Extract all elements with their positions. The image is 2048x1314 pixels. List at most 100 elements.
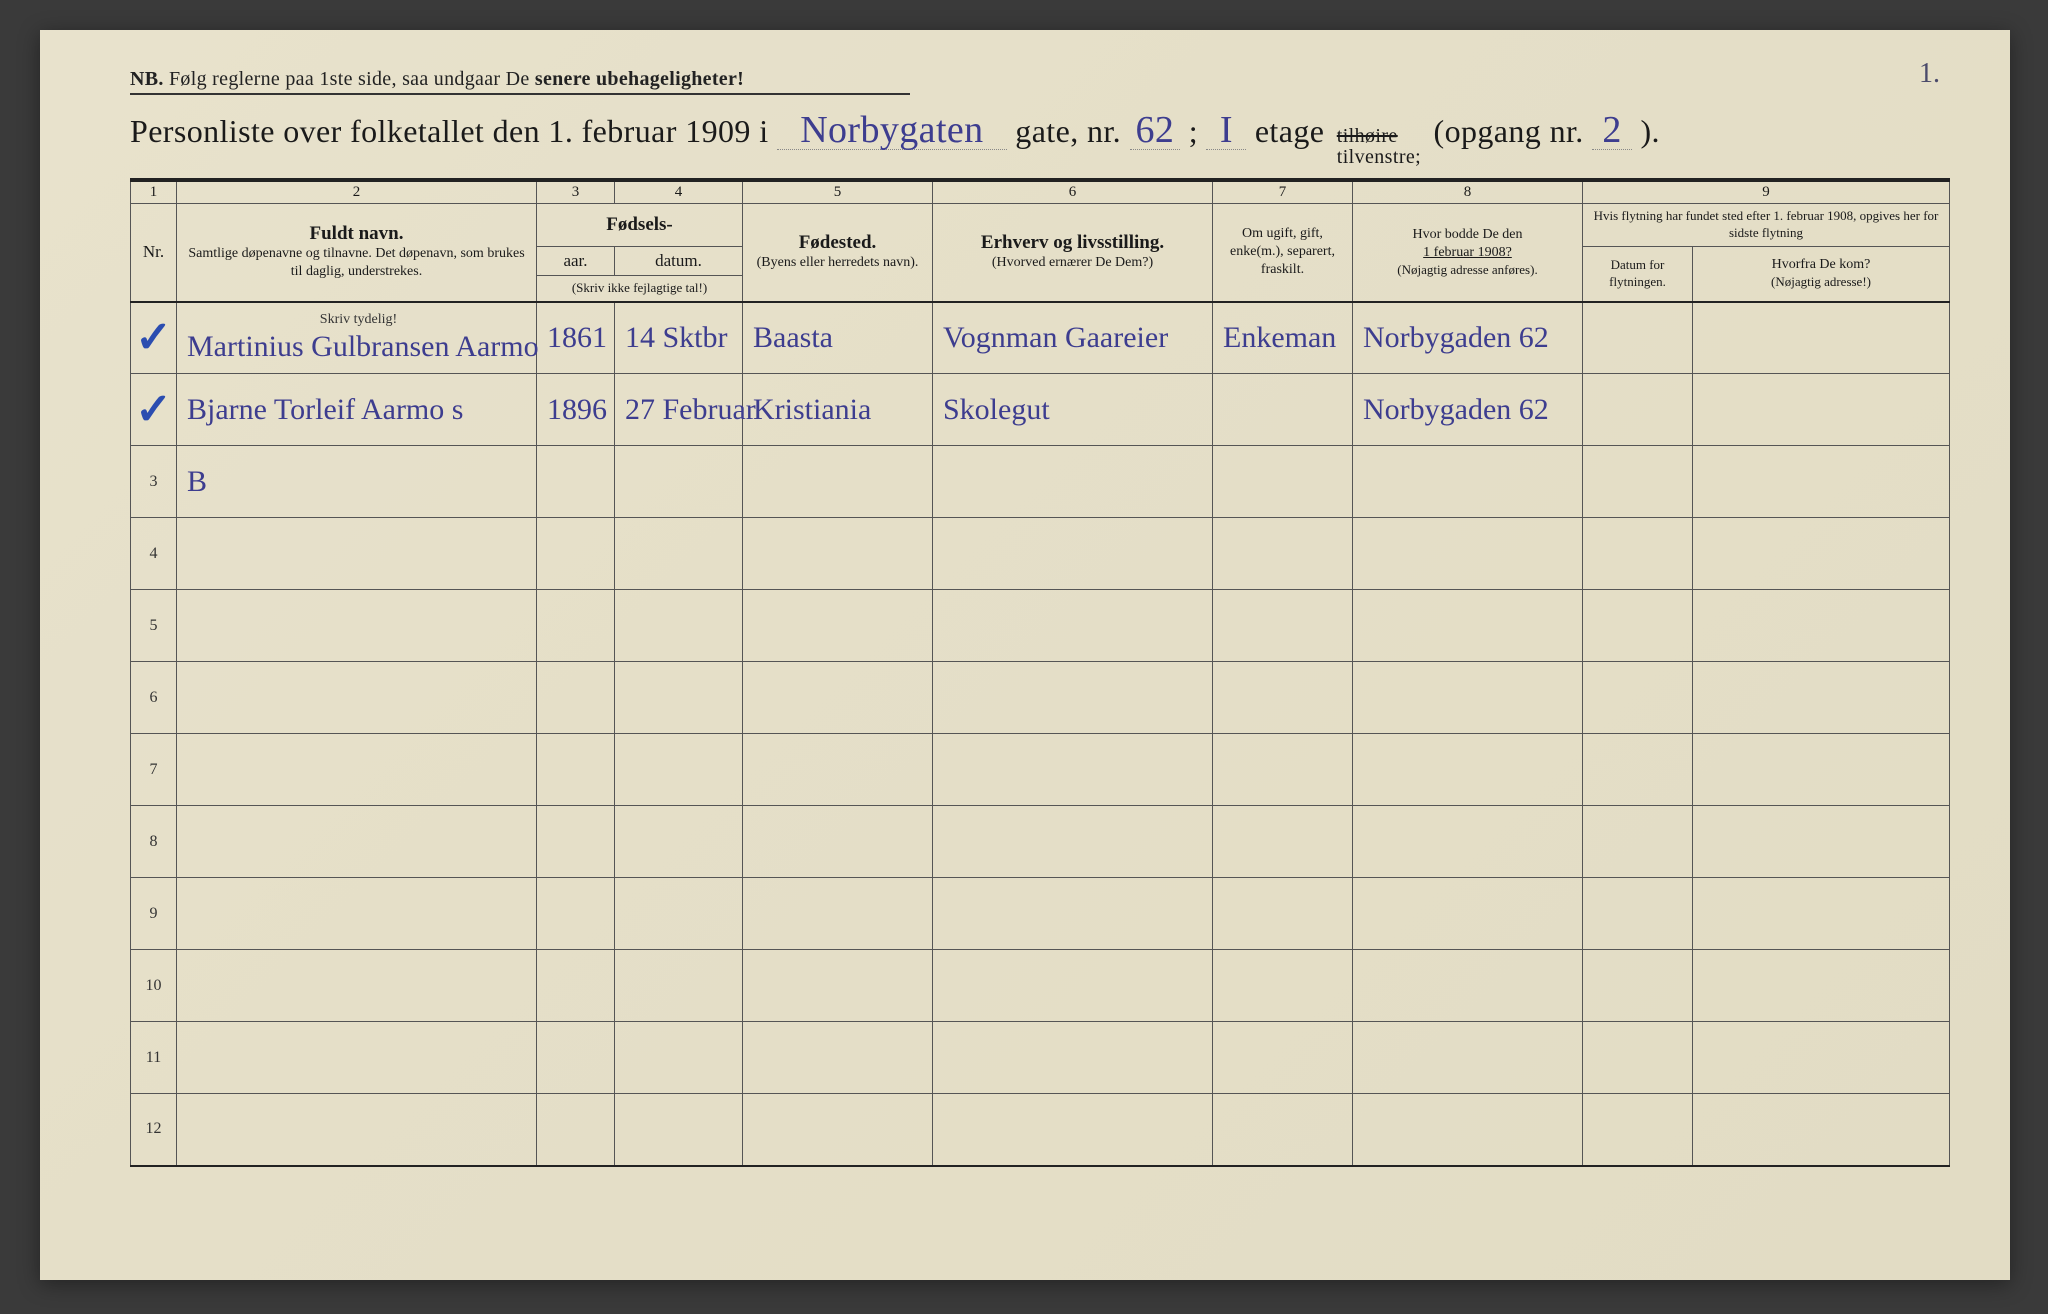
- cell-birthplace: [743, 1022, 933, 1094]
- cell-date: [615, 662, 743, 734]
- cell-marital: [1213, 806, 1353, 878]
- colnum-1: 1: [131, 181, 177, 204]
- cell-occupation: [933, 1094, 1213, 1166]
- title-part3: etage: [1255, 113, 1325, 150]
- cell-move-from: [1693, 518, 1950, 590]
- cell-name: [177, 590, 537, 662]
- colnum-4: 4: [615, 181, 743, 204]
- cell-move-from: [1693, 590, 1950, 662]
- table-header: 1 2 3 4 5 6 7 8 9 Nr. Fuldt navn. Samtli…: [131, 181, 1950, 302]
- h-fodsels-label: Fødsels-: [606, 214, 673, 235]
- row-number: 12: [131, 1094, 177, 1166]
- table-row: 6: [131, 662, 1950, 734]
- colnum-9: 9: [1583, 181, 1950, 204]
- cell-year: [537, 878, 615, 950]
- title-part4: (opgang nr.: [1434, 113, 1584, 150]
- h-erhverv-main: Erhverv og livsstilling.: [939, 232, 1206, 254]
- row-number: 8: [131, 806, 177, 878]
- cell-date: [615, 950, 743, 1022]
- cell-marital: Enkeman: [1213, 302, 1353, 374]
- row-number: 3: [131, 446, 177, 518]
- table-row: 12: [131, 1094, 1950, 1166]
- nb-text-bold: senere ubehageligheter!: [535, 68, 744, 90]
- cell-occupation: [933, 590, 1213, 662]
- cell-year: [537, 806, 615, 878]
- tilhoire: tilhøire: [1337, 126, 1421, 147]
- cell-date: [615, 1094, 743, 1166]
- table-row: 5: [131, 590, 1950, 662]
- cell-move-from: [1693, 446, 1950, 518]
- cell-birthplace: [743, 662, 933, 734]
- side-stack: tilhøire tilvenstre;: [1337, 126, 1421, 168]
- title-semi1: ;: [1189, 113, 1198, 150]
- cell-occupation: [933, 950, 1213, 1022]
- cell-name: B: [177, 446, 537, 518]
- cell-marital: [1213, 878, 1353, 950]
- cell-birthplace: Kristiania: [743, 374, 933, 446]
- nb-prefix: NB.: [130, 68, 164, 90]
- cell-marital: [1213, 734, 1353, 806]
- row-number: 11: [131, 1022, 177, 1094]
- cell-move-date: [1583, 590, 1693, 662]
- cell-move-from: [1693, 302, 1950, 374]
- table-row: 4: [131, 518, 1950, 590]
- cell-marital: [1213, 662, 1353, 734]
- opgang-fill: 2: [1592, 111, 1632, 150]
- cell-name: [177, 1022, 537, 1094]
- cell-addr1908: [1353, 1022, 1583, 1094]
- cell-birthplace: Baasta: [743, 302, 933, 374]
- cell-year: 1896: [537, 374, 615, 446]
- cell-occupation: [933, 518, 1213, 590]
- name-value: Martinius Gulbransen Aarmo: [187, 330, 539, 363]
- row-number: 5: [131, 590, 177, 662]
- colnum-3: 3: [537, 181, 615, 204]
- row-number: 7: [131, 734, 177, 806]
- h-addr-sub: (Nøjagtig adresse anføres).: [1359, 262, 1576, 279]
- cell-marital: [1213, 1022, 1353, 1094]
- cell-birthplace: [743, 446, 933, 518]
- colnum-8: 8: [1353, 181, 1583, 204]
- h-name-sub: Samtlige døpenavne og tilnavne. Det døpe…: [183, 245, 530, 281]
- table-row: ✓ Skriv tydelig! Martinius Gulbransen Aa…: [131, 302, 1950, 374]
- cell-move-date: [1583, 446, 1693, 518]
- colnum-6: 6: [933, 181, 1213, 204]
- cell-year: [537, 518, 615, 590]
- cell-name: [177, 1094, 537, 1166]
- h-erhverv: Erhverv og livsstilling. (Hvorved ernære…: [933, 204, 1213, 302]
- cell-addr1908: [1353, 734, 1583, 806]
- cell-move-from: [1693, 878, 1950, 950]
- h-fodested-main: Fødested.: [749, 232, 926, 254]
- cell-occupation: [933, 734, 1213, 806]
- cell-addr1908: [1353, 806, 1583, 878]
- h-fodested: Fødested. (Byens eller herredets navn).: [743, 204, 933, 302]
- cell-move-from: [1693, 1094, 1950, 1166]
- row-number: 4: [131, 518, 177, 590]
- h-datum: datum.: [615, 246, 743, 275]
- cell-occupation: [933, 878, 1213, 950]
- cell-occupation: [933, 1022, 1213, 1094]
- cell-move-from: [1693, 374, 1950, 446]
- census-page: 1. NB. Følg reglerne paa 1ste side, saa …: [40, 30, 2010, 1280]
- cell-year: [537, 446, 615, 518]
- page-corner-number: 1.: [1919, 58, 1940, 90]
- cell-addr1908: Norbygaden 62: [1353, 374, 1583, 446]
- cell-year: [537, 662, 615, 734]
- street-fill: Norbygaten: [777, 111, 1007, 150]
- cell-marital: [1213, 590, 1353, 662]
- h-flytning: Hvis flytning har fundet sted efter 1. f…: [1583, 204, 1950, 247]
- cell-birthplace: [743, 734, 933, 806]
- cell-move-date: [1583, 950, 1693, 1022]
- colnum-5: 5: [743, 181, 933, 204]
- cell-occupation: Skolegut: [933, 374, 1213, 446]
- row-mark: ✓: [131, 302, 177, 374]
- cell-addr1908: [1353, 950, 1583, 1022]
- table-row: 8: [131, 806, 1950, 878]
- etage-fill: I: [1206, 111, 1246, 150]
- h-addr-line1: Hvor bodde De den: [1359, 226, 1576, 244]
- h-name: Fuldt navn. Samtlige døpenavne og tilnav…: [177, 204, 537, 302]
- nb-underline: [130, 93, 910, 95]
- cell-addr1908: [1353, 878, 1583, 950]
- cell-year: [537, 1094, 615, 1166]
- cell-year: [537, 950, 615, 1022]
- cell-move-date: [1583, 518, 1693, 590]
